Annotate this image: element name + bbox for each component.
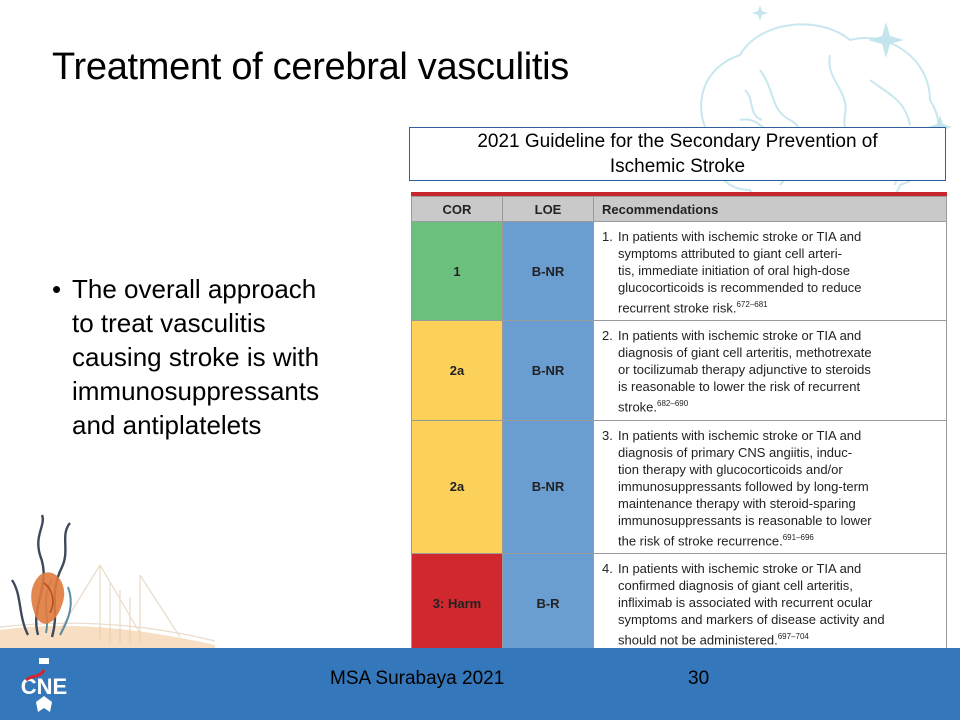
table-header-row: COR LOE Recommendations xyxy=(411,196,947,222)
recommendation-line: tis, immediate initiation of oral high-d… xyxy=(618,263,850,278)
bullet-item: • The overall approach to treat vasculit… xyxy=(52,272,372,442)
recommendation-line: In patients with ischemic stroke or TIA … xyxy=(618,328,862,344)
recommendation-cell: 4. In patients with ischemic stroke or T… xyxy=(593,552,947,654)
recommendation-text: should not be administered. xyxy=(618,632,778,648)
recommendations-table: COR LOE Recommendations 1 B-NR 1. In pat… xyxy=(411,192,947,654)
cor-cell: 3: Harm xyxy=(411,552,503,654)
loe-cell: B-NR xyxy=(502,220,594,322)
cor-cell: 1 xyxy=(411,220,503,322)
recommendation-number: 4. xyxy=(602,560,613,576)
reference-superscript: 697–704 xyxy=(777,631,809,641)
recommendation-line: symptoms and markers of disease activity… xyxy=(618,611,885,627)
reference-superscript: 691–696 xyxy=(782,532,814,542)
recommendation-line: stroke.682–690 xyxy=(618,395,940,415)
recommendation-line: tion therapy with glucocorticoids and/or xyxy=(618,461,843,477)
recommendation-line: should not be administered.697–704 xyxy=(618,628,940,648)
recommendation-line: immunosuppressants is reasonable to lowe… xyxy=(618,512,872,528)
footer-bar: CNE MSA Surabaya 2021 30 xyxy=(0,648,960,720)
loe-cell: B-R xyxy=(502,552,594,654)
cor-cell: 2a xyxy=(411,320,503,421)
table-row: 3: Harm B-R 4. In patients with ischemic… xyxy=(411,552,947,654)
recommendation-line: or tocilizumab therapy adjunctive to ste… xyxy=(618,362,871,378)
recommendation-number: 1. xyxy=(602,229,613,244)
slide-title: Treatment of cerebral vasculitis xyxy=(52,46,569,88)
recommendation-line: maintenance therapy with steroid-sparing xyxy=(618,495,856,511)
recommendation-line: symptoms attributed to giant cell arteri… xyxy=(618,246,842,261)
bullet-line: The overall approach xyxy=(72,274,317,304)
recommendation-text: the risk of stroke recurrence. xyxy=(618,532,783,548)
guideline-title-line: 2021 Guideline for the Secondary Prevent… xyxy=(477,131,878,152)
recommendation-line: In patients with ischemic stroke or TIA … xyxy=(618,229,862,244)
bullet-text: The overall approach to treat vasculitis… xyxy=(72,272,319,442)
recommendation-line: confirmed diagnosis of giant cell arteri… xyxy=(618,577,853,593)
recommendation-cell: 1. In patients with ischemic stroke or T… xyxy=(593,220,947,322)
loe-cell: B-NR xyxy=(502,419,594,554)
bullet-line: causing stroke is with xyxy=(72,342,320,372)
cne-logo: CNE xyxy=(21,658,67,712)
recommendation-line: glucocorticoids is recommended to reduce xyxy=(618,280,862,295)
table-row: 1 B-NR 1. In patients with ischemic stro… xyxy=(411,220,947,322)
recommendation-text: recurrent stroke risk. xyxy=(618,300,737,316)
recommendation-line: In patients with ischemic stroke or TIA … xyxy=(618,560,862,576)
recommendation-line: recurrent stroke risk.672–681 xyxy=(618,296,940,316)
reference-superscript: 682–690 xyxy=(657,399,689,409)
slide-number: 30 xyxy=(688,668,710,689)
table-row: 2a B-NR 2. In patients with ischemic str… xyxy=(411,320,947,421)
recommendation-line: the risk of stroke recurrence.691–696 xyxy=(618,529,940,549)
bullet-list: • The overall approach to treat vasculit… xyxy=(52,272,372,442)
recommendation-number: 3. xyxy=(602,427,613,443)
bullet-marker: • xyxy=(52,274,62,304)
recommendation-text: stroke. xyxy=(618,399,658,415)
cor-cell: 2a xyxy=(411,419,503,554)
recommendation-line: diagnosis of giant cell arteritis, metho… xyxy=(618,345,872,361)
reference-superscript: 672–681 xyxy=(736,300,768,309)
bridge-seaweed-illustration xyxy=(0,514,216,650)
recommendation-line: is reasonable to lower the risk of recur… xyxy=(618,379,861,395)
recommendation-number: 2. xyxy=(602,328,613,344)
column-header-loe: LOE xyxy=(502,196,594,222)
table-row: 2a B-NR 3. In patients with ischemic str… xyxy=(411,419,947,554)
column-header-cor: COR xyxy=(411,196,503,222)
guideline-title-box: 2021 Guideline for the Secondary Prevent… xyxy=(409,127,946,181)
recommendation-cell: 3. In patients with ischemic stroke or T… xyxy=(593,419,947,554)
recommendation-cell: 2. In patients with ischemic stroke or T… xyxy=(593,320,947,421)
guideline-title-line: Ischemic Stroke xyxy=(609,156,746,177)
recommendation-line: In patients with ischemic stroke or TIA … xyxy=(618,427,862,443)
recommendation-line: diagnosis of primary CNS angiitis, induc… xyxy=(618,444,853,460)
loe-cell: B-NR xyxy=(502,320,594,421)
bullet-line: and antiplatelets xyxy=(72,410,262,440)
column-header-recommendations: Recommendations xyxy=(593,196,947,222)
recommendation-line: immunosuppressants followed by long-term xyxy=(618,478,869,494)
bullet-line: immunosuppressants xyxy=(72,376,320,406)
bullet-line: to treat vasculitis xyxy=(72,308,266,338)
footer-event-name: MSA Surabaya 2021 xyxy=(330,668,505,689)
recommendation-line: infliximab is associated with recurrent … xyxy=(618,594,873,610)
